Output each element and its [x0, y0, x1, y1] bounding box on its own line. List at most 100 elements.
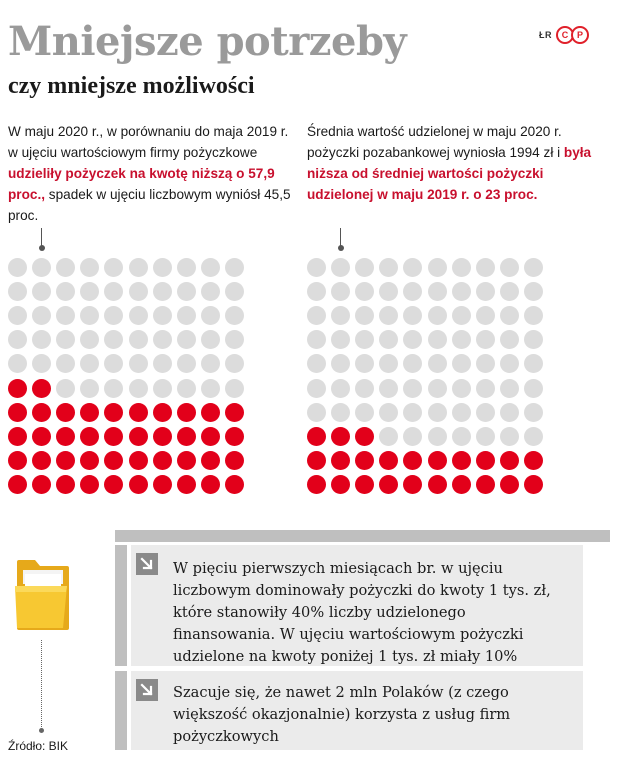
waffle-dot-grey	[355, 378, 375, 398]
waffle-dot-grey	[475, 426, 495, 446]
info-box-1: W pięciu pierwszych miesiącach br. w uję…	[131, 545, 583, 687]
waffle-dot-red	[475, 450, 495, 470]
waffle-dot-red	[32, 402, 52, 422]
waffle-dot-red	[176, 402, 196, 422]
waffle-dot-grey	[523, 306, 543, 326]
waffle-dot-grey	[499, 378, 519, 398]
right-leader-line	[337, 228, 344, 251]
waffle-dot-grey	[355, 354, 375, 374]
waffle-dot-grey	[379, 330, 399, 350]
waffle-dot-grey	[224, 378, 244, 398]
waffle-dot-red	[56, 402, 76, 422]
waffle-dot-grey	[128, 282, 148, 302]
waffle-dot-red	[523, 474, 543, 494]
waffle-dot-grey	[128, 378, 148, 398]
waffle-dot-grey	[331, 306, 351, 326]
waffle-dot-grey	[427, 426, 447, 446]
left-panel-text: W maju 2020 r., w porównaniu do maja 201…	[8, 121, 298, 226]
waffle-dot-grey	[403, 306, 423, 326]
waffle-dot-red	[104, 426, 124, 446]
waffle-dot-grey	[152, 258, 172, 277]
waffle-dot-grey	[224, 306, 244, 326]
right-text-a: Średnia wartość udzielonej w maju 2020 r…	[307, 124, 564, 160]
waffle-dot-grey	[224, 282, 244, 302]
waffle-dot-red	[200, 450, 220, 470]
waffle-dot-red	[152, 426, 172, 446]
waffle-dot-grey	[379, 282, 399, 302]
waffle-dot-grey	[104, 354, 124, 374]
waffle-dot-red	[355, 474, 375, 494]
waffle-dot-grey	[427, 282, 447, 302]
waffle-dot-red	[475, 474, 495, 494]
arrow-down-right-icon	[136, 553, 158, 575]
waffle-dot-red	[80, 426, 100, 446]
source-note: Źródło: BIK	[8, 739, 69, 753]
waffle-dot-grey	[104, 378, 124, 398]
waffle-dot-grey	[176, 354, 196, 374]
info-top-bar	[115, 530, 610, 542]
waffle-dot-red	[379, 450, 399, 470]
waffle-dot-grey	[224, 258, 244, 277]
waffle-dot-grey	[32, 282, 52, 302]
waffle-dot-grey	[451, 402, 471, 422]
waffle-dot-grey	[104, 306, 124, 326]
waffle-dot-grey	[56, 330, 76, 350]
waffle-dot-grey	[451, 282, 471, 302]
waffle-dot-red	[331, 426, 351, 446]
waffle-dot-grey	[451, 426, 471, 446]
waffle-dot-grey	[523, 330, 543, 350]
waffle-dot-grey	[307, 282, 326, 302]
waffle-dot-grey	[307, 354, 326, 374]
waffle-dot-grey	[80, 378, 100, 398]
waffle-dot-red	[128, 426, 148, 446]
waffle-dot-grey	[499, 354, 519, 374]
waffle-dot-grey	[200, 306, 220, 326]
waffle-dot-grey	[307, 258, 326, 277]
waffle-dot-red	[8, 402, 27, 422]
waffle-dot-grey	[355, 282, 375, 302]
waffle-dot-grey	[499, 402, 519, 422]
waffle-dot-grey	[403, 426, 423, 446]
waffle-dot-grey	[355, 402, 375, 422]
waffle-dot-grey	[176, 258, 196, 277]
waffle-dot-red	[224, 402, 244, 422]
waffle-dot-grey	[200, 282, 220, 302]
waffle-dot-red	[56, 450, 76, 470]
waffle-dot-grey	[355, 330, 375, 350]
waffle-dot-grey	[451, 306, 471, 326]
left-text-highlight: udzieliły pożyczek na kwotę niższą o 57,…	[8, 166, 275, 202]
waffle-dot-grey	[403, 282, 423, 302]
brand: ŁR C P	[539, 26, 589, 44]
waffle-dot-red	[355, 450, 375, 470]
waffle-dot-grey	[128, 306, 148, 326]
waffle-dot-grey	[379, 378, 399, 398]
waffle-dot-grey	[475, 330, 495, 350]
waffle-dot-grey	[104, 258, 124, 277]
waffle-dot-grey	[32, 306, 52, 326]
waffle-dot-grey	[523, 258, 543, 277]
waffle-dot-grey	[56, 282, 76, 302]
waffle-dot-grey	[80, 282, 100, 302]
waffle-dot-grey	[104, 282, 124, 302]
waffle-dot-grey	[152, 354, 172, 374]
waffle-dot-grey	[152, 330, 172, 350]
waffle-dot-grey	[8, 330, 27, 350]
right-text-highlight: była niższa od średniej wartości pożyczk…	[307, 145, 592, 202]
brand-logo: C P	[556, 26, 589, 44]
waffle-dot-grey	[523, 378, 543, 398]
waffle-dot-grey	[56, 306, 76, 326]
info-box-1-text: W pięciu pierwszych miesiącach br. w uję…	[173, 560, 551, 687]
waffle-dot-grey	[56, 258, 76, 277]
waffle-dot-grey	[152, 306, 172, 326]
waffle-dot-grey	[307, 402, 326, 422]
waffle-dot-grey	[152, 282, 172, 302]
waffle-dot-red	[32, 474, 52, 494]
waffle-dot-red	[152, 402, 172, 422]
waffle-dot-grey	[152, 378, 172, 398]
waffle-dot-red	[152, 474, 172, 494]
waffle-dot-grey	[307, 330, 326, 350]
info-box-2-text: Szacuje się, że nawet 2 mln Polaków (z c…	[173, 684, 511, 745]
waffle-dot-grey	[499, 258, 519, 277]
waffle-dot-grey	[475, 402, 495, 422]
waffle-dot-grey	[403, 330, 423, 350]
